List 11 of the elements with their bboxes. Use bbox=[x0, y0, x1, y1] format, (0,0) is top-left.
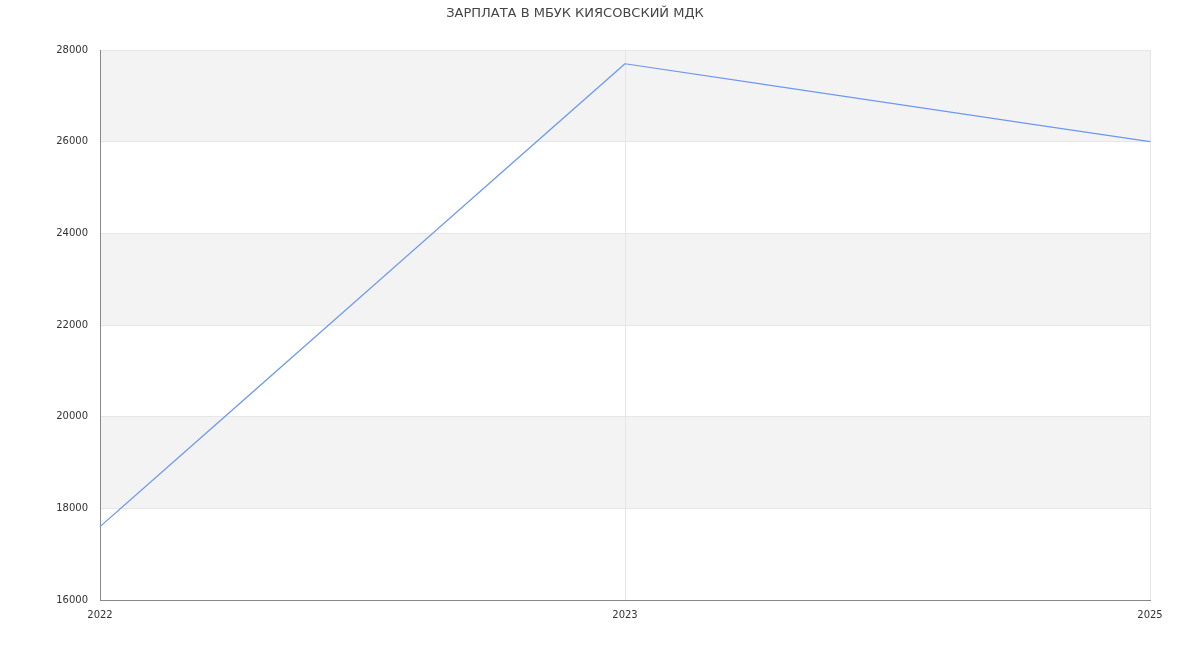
y-tick-label: 20000 bbox=[56, 410, 88, 422]
y-tick-label: 22000 bbox=[56, 318, 88, 330]
x-tick-label: 2025 bbox=[1137, 608, 1163, 620]
x-tick-label: 2022 bbox=[87, 608, 113, 620]
y-tick-label: 24000 bbox=[56, 226, 88, 238]
chart-title: ЗАРПЛАТА В МБУК КИЯСОВСКИЙ МДК bbox=[446, 5, 704, 21]
y-tick-label: 28000 bbox=[56, 43, 88, 55]
y-tick-label: 16000 bbox=[56, 593, 88, 605]
x-tick-label: 2023 bbox=[612, 608, 638, 620]
y-tick-label: 26000 bbox=[56, 135, 88, 147]
y-tick-label: 18000 bbox=[56, 501, 88, 513]
